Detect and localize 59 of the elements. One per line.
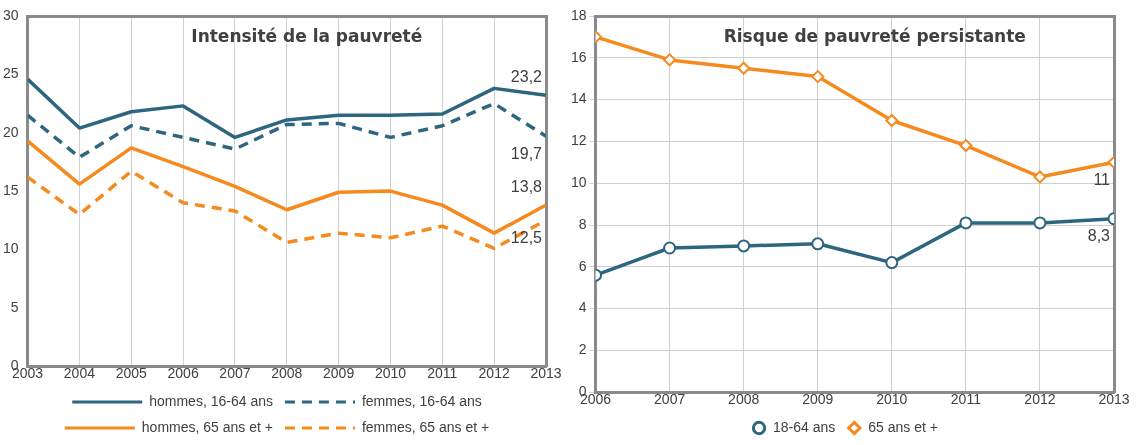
y-tick-label: 8	[578, 215, 587, 232]
y-tick-label: 16	[570, 48, 587, 65]
legend-label: femmes, 65 ans et +	[361, 418, 490, 435]
x-tick-label: 2011	[427, 365, 458, 382]
text: Intensité de la pauvreté	[191, 26, 423, 47]
legend-label: hommes, 16-64 ans	[149, 392, 273, 409]
x-tick-label: 2004	[63, 365, 96, 382]
x-tick-label: 2008	[271, 365, 303, 382]
line-series	[27, 169, 546, 251]
text: Risque de pauvreté persistante	[723, 26, 1026, 47]
y-tick-label: 12	[570, 132, 587, 149]
y-tick-label: 6	[578, 257, 587, 274]
x-tick-label: 2007	[654, 391, 686, 408]
y-tick-label: 2	[578, 341, 587, 358]
y-tick-label: 15	[2, 181, 19, 198]
point	[663, 53, 677, 67]
data-label: 8,3	[1087, 227, 1111, 245]
point	[811, 237, 825, 251]
x-tick-label: 2008	[728, 391, 760, 408]
point	[663, 241, 677, 255]
point	[1033, 216, 1047, 230]
legend-label: 18-64 ans	[773, 418, 836, 435]
x-tick-label: 2009	[323, 365, 355, 382]
y-tick-label: 4	[578, 299, 587, 316]
point	[959, 139, 973, 153]
legend-label: 65 ans et +	[868, 418, 938, 435]
legend-label: femmes, 16-64 ans	[361, 392, 482, 409]
x-tick-label: 2010	[876, 391, 908, 408]
x-tick-label: 2012	[1024, 391, 1056, 408]
y-tick-label: 30	[2, 6, 19, 23]
x-tick-label: 2012	[478, 365, 510, 382]
point	[737, 239, 751, 253]
y-tick-label: 18	[570, 6, 587, 23]
point	[737, 61, 751, 75]
y-tick-label: 25	[2, 65, 19, 82]
x-tick-label: 2013	[1098, 391, 1130, 408]
x-tick-label: 2010	[374, 365, 407, 382]
x-tick-label: 2007	[219, 365, 251, 382]
data-label: 11	[1093, 170, 1111, 188]
x-tick-label: 2011	[950, 391, 982, 408]
y-tick-label: 10	[570, 174, 587, 191]
data-label: 23,2	[510, 67, 543, 85]
legend-label: hommes, 65 ans et +	[141, 418, 273, 435]
point	[885, 256, 899, 270]
y-tick-label: 14	[570, 90, 587, 107]
data-label: 13,8	[510, 177, 543, 195]
x-tick-label: 2009	[802, 391, 834, 408]
point	[959, 216, 973, 230]
data-label: 12,5	[510, 228, 543, 246]
y-tick-label: 20	[2, 123, 19, 140]
point	[811, 70, 825, 84]
data-label: 19,7	[510, 144, 543, 162]
point	[1033, 170, 1047, 184]
x-tick-label: 2005	[115, 365, 148, 382]
point	[885, 114, 899, 127]
x-tick-label: 2013	[530, 365, 562, 382]
y-tick-label: 10	[2, 240, 19, 257]
x-tick-label: 2006	[167, 365, 199, 382]
y-tick-label: 5	[10, 298, 19, 315]
